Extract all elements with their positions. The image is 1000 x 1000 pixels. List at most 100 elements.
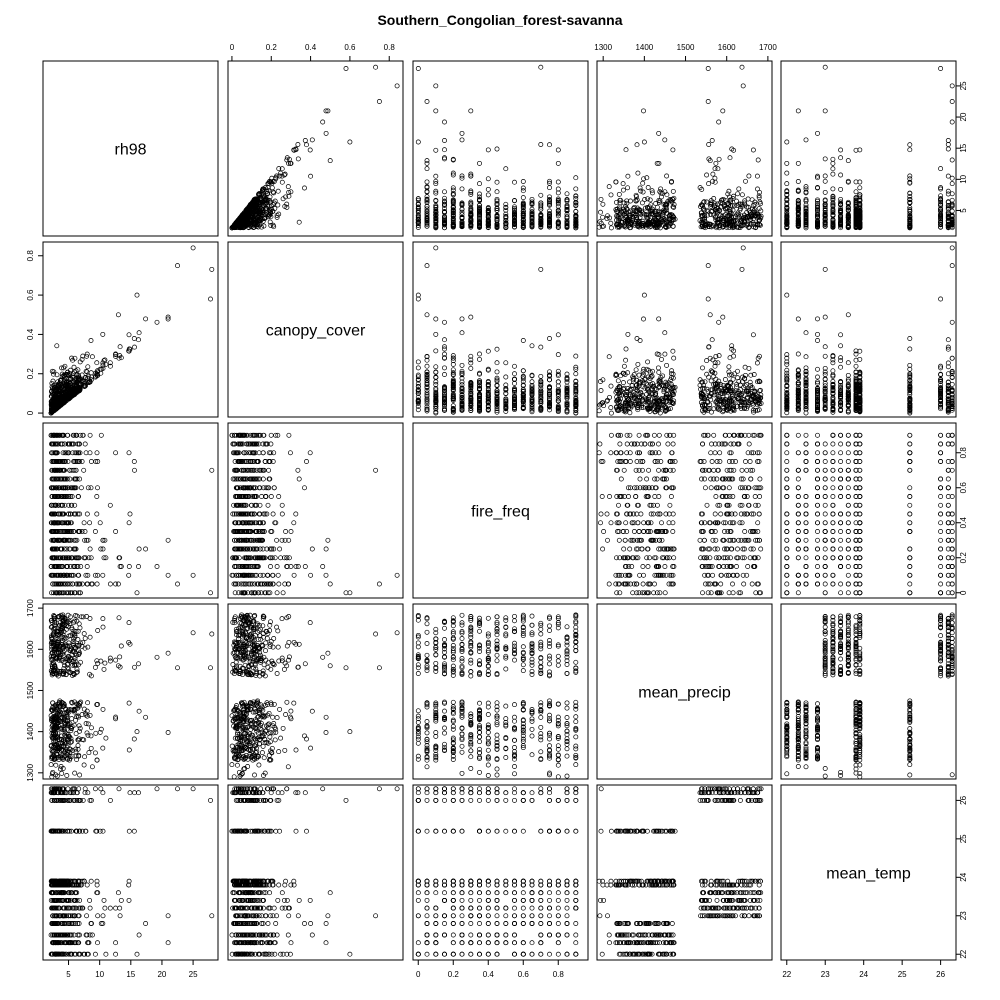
- data-point: [555, 147, 561, 153]
- data-point: [784, 139, 790, 145]
- data-point: [477, 194, 482, 200]
- data-point: [485, 192, 491, 198]
- data-point: [704, 172, 710, 178]
- data-point: [433, 331, 439, 337]
- data-point: [373, 64, 379, 70]
- data-point: [459, 175, 465, 181]
- data-point: [136, 337, 141, 343]
- data-point: [424, 263, 430, 269]
- data-point: [757, 222, 763, 228]
- data-point: [830, 186, 836, 192]
- data-point: [117, 344, 123, 350]
- data-point: [278, 170, 284, 176]
- data-point: [433, 223, 439, 228]
- data-point: [707, 312, 713, 318]
- data-point: [279, 166, 285, 172]
- data-point: [555, 201, 561, 207]
- data-point: [468, 171, 474, 177]
- data-point: [433, 203, 439, 208]
- data-point: [284, 155, 290, 161]
- data-point: [645, 196, 651, 202]
- data-point: [450, 199, 456, 205]
- data-point: [433, 188, 439, 194]
- data-point: [655, 365, 661, 371]
- data-point: [620, 181, 626, 187]
- data-point: [415, 359, 421, 365]
- data-point: [784, 170, 790, 176]
- data-point: [88, 338, 94, 343]
- data-point: [538, 344, 544, 350]
- data-point: [450, 205, 456, 211]
- data-point: [845, 312, 851, 318]
- data-point: [468, 205, 474, 211]
- data-point: [442, 202, 447, 208]
- data-point: [485, 147, 491, 153]
- data-point: [343, 66, 349, 71]
- data-point: [907, 142, 913, 148]
- data-point: [433, 205, 439, 211]
- data-point: [442, 189, 447, 195]
- data-point: [564, 197, 570, 203]
- data-point: [621, 363, 627, 369]
- data-point: [261, 223, 267, 229]
- data-point: [54, 343, 60, 349]
- data-point: [598, 196, 604, 202]
- data-point: [442, 225, 447, 231]
- data-point: [716, 319, 722, 325]
- data-point: [661, 217, 667, 223]
- data-point: [327, 158, 333, 164]
- data-point: [784, 292, 790, 298]
- variable-label: rh98: [114, 142, 146, 159]
- data-point: [302, 185, 307, 191]
- data-point: [735, 191, 741, 197]
- data-point: [477, 224, 482, 229]
- data-point: [713, 160, 719, 166]
- data-point: [634, 142, 640, 148]
- data-point: [564, 198, 570, 204]
- data-point: [555, 213, 561, 219]
- data-point: [247, 217, 253, 223]
- data-point: [248, 201, 254, 207]
- data-point: [459, 137, 465, 143]
- data-point: [647, 197, 653, 203]
- data-point: [815, 130, 820, 136]
- data-point: [547, 336, 552, 341]
- data-point: [285, 184, 291, 190]
- data-point: [620, 380, 626, 386]
- data-point: [640, 180, 646, 186]
- data-point: [512, 221, 517, 227]
- data-point: [670, 188, 676, 194]
- data-point: [649, 188, 655, 194]
- data-point: [415, 365, 421, 371]
- data-point: [424, 188, 430, 194]
- data-point: [271, 200, 277, 206]
- data-point: [635, 170, 641, 176]
- data-point: [743, 178, 748, 184]
- data-point: [126, 332, 132, 338]
- data-point: [459, 201, 465, 207]
- data-point: [468, 108, 474, 114]
- data-point: [838, 364, 844, 370]
- data-point: [450, 207, 456, 213]
- data-point: [94, 360, 100, 366]
- data-point: [596, 408, 602, 414]
- data-point: [115, 312, 121, 318]
- data-point: [85, 364, 91, 370]
- data-point: [424, 160, 430, 166]
- data-point: [731, 193, 737, 199]
- data-point: [271, 224, 277, 230]
- data-point: [433, 178, 439, 184]
- data-point: [260, 186, 266, 192]
- data-point: [907, 147, 913, 153]
- data-point: [838, 155, 844, 161]
- data-point: [606, 354, 612, 360]
- data-point: [503, 222, 509, 228]
- data-point: [485, 219, 491, 225]
- data-point: [938, 166, 944, 172]
- data-point: [459, 316, 465, 322]
- data-point: [424, 203, 430, 209]
- data-point: [433, 245, 439, 251]
- data-point: [477, 160, 482, 166]
- data-point: [715, 166, 721, 172]
- data-point: [477, 202, 482, 208]
